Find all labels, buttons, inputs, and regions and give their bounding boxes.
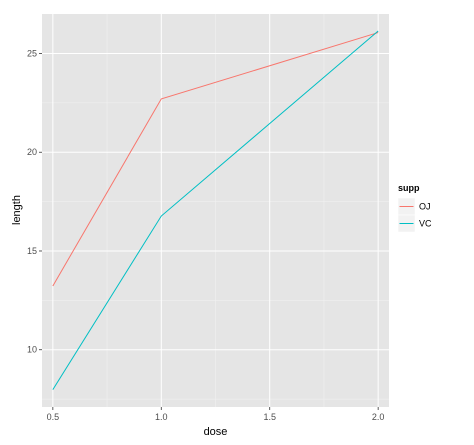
- series-line-oj: [52, 32, 379, 287]
- y-axis-title: length: [11, 195, 23, 225]
- series-line-vc: [52, 30, 379, 390]
- x-tick-label: 1.0: [155, 412, 168, 422]
- y-tick-label: 10: [27, 345, 37, 355]
- y-tick-label: 25: [27, 48, 37, 58]
- x-tick-label: 1.5: [263, 412, 276, 422]
- y-axis-ticks: 10 15 20 25: [27, 48, 42, 355]
- legend: supp OJ VC: [397, 183, 432, 233]
- x-tick-label: 2.0: [372, 412, 385, 422]
- x-tick-label: 0.5: [47, 412, 60, 422]
- minor-gridlines: [42, 14, 389, 407]
- x-axis-title: dose: [204, 426, 228, 438]
- y-tick-label: 20: [27, 147, 37, 157]
- major-gridlines: [42, 14, 389, 407]
- y-tick-label: 15: [27, 246, 37, 256]
- legend-label-vc: VC: [419, 219, 432, 229]
- series-lines: [52, 30, 379, 390]
- legend-items: OJ VC: [397, 197, 432, 233]
- legend-title: supp: [398, 183, 420, 193]
- x-axis-ticks: 0.5 1.0 1.5 2.0: [47, 407, 385, 422]
- legend-label-oj: OJ: [419, 202, 431, 212]
